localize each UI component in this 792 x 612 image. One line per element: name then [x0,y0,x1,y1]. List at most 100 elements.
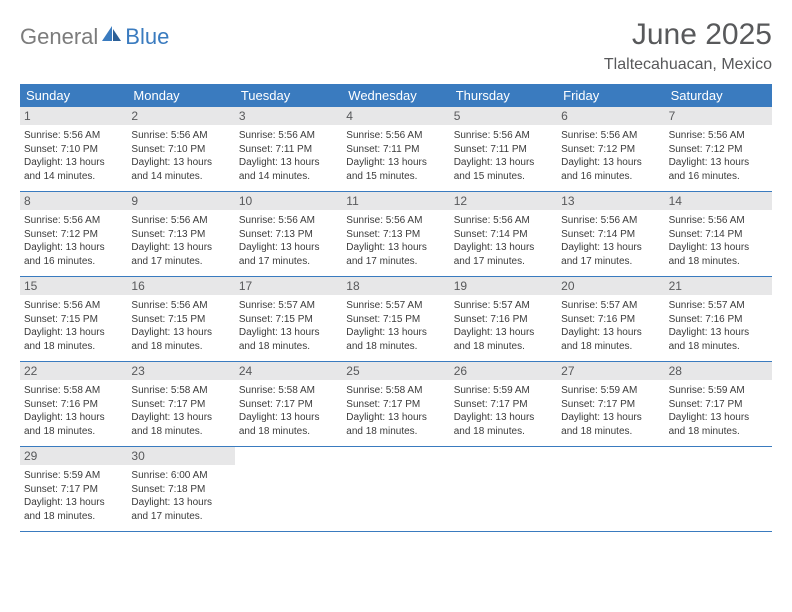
day-number: 20 [557,277,664,295]
calendar-day-cell: 1Sunrise: 5:56 AMSunset: 7:10 PMDaylight… [20,107,127,191]
day-number: 14 [665,192,772,210]
sunrise-line: Sunrise: 5:56 AM [669,129,768,143]
daylight-line: Daylight: 13 hours and 17 minutes. [131,496,230,523]
sunset-line: Sunset: 7:12 PM [561,143,660,157]
calendar-day-cell: 10Sunrise: 5:56 AMSunset: 7:13 PMDayligh… [235,192,342,276]
calendar-day-cell: 26Sunrise: 5:59 AMSunset: 7:17 PMDayligh… [450,362,557,446]
sunset-line: Sunset: 7:13 PM [346,228,445,242]
sunrise-line: Sunrise: 6:00 AM [131,469,230,483]
day-number: 1 [20,107,127,125]
daylight-line: Daylight: 13 hours and 18 minutes. [669,241,768,268]
day-number: 24 [235,362,342,380]
sunrise-line: Sunrise: 5:56 AM [239,214,338,228]
sunrise-line: Sunrise: 5:56 AM [239,129,338,143]
sunrise-line: Sunrise: 5:56 AM [454,129,553,143]
calendar-day-cell: 29Sunrise: 5:59 AMSunset: 7:17 PMDayligh… [20,447,127,531]
calendar-day-cell: 2Sunrise: 5:56 AMSunset: 7:10 PMDaylight… [127,107,234,191]
calendar-day-cell: 17Sunrise: 5:57 AMSunset: 7:15 PMDayligh… [235,277,342,361]
sunrise-line: Sunrise: 5:57 AM [454,299,553,313]
daylight-line: Daylight: 13 hours and 18 minutes. [669,411,768,438]
logo: General Blue [20,24,169,50]
daylight-line: Daylight: 13 hours and 16 minutes. [561,156,660,183]
sunset-line: Sunset: 7:11 PM [346,143,445,157]
day-number: 6 [557,107,664,125]
sunrise-line: Sunrise: 5:56 AM [346,129,445,143]
calendar-week-row: 8 Sunrise: 5:56 AM Sunset: 7:12 PM Daylight… [20,192,772,277]
daylight-line: Daylight: 13 hours and 18 minutes. [454,411,553,438]
calendar-page: General Blue June 2025 Tlaltecahuacan, M… [0,0,792,550]
sunset-line: Sunset: 7:12 PM [24,228,123,242]
sunset-line: Sunset: 7:15 PM [131,313,230,327]
day-number: 5 [450,107,557,125]
calendar-day-cell: 4Sunrise: 5:56 AMSunset: 7:11 PMDaylight… [342,107,449,191]
sunrise-line: Sunrise: 5:57 AM [561,299,660,313]
weekday-header-row: SundayMondayTuesdayWednesdayThursdayFrid… [20,84,772,107]
calendar-day-cell: 8Sunrise: 5:56 AMSunset: 7:12 PMDaylight… [20,192,127,276]
sunrise-line: Sunrise: 5:56 AM [131,214,230,228]
daylight-line: Daylight: 13 hours and 14 minutes. [131,156,230,183]
calendar-day-cell: 14Sunrise: 5:56 AMSunset: 7:14 PMDayligh… [665,192,772,276]
sunset-line: Sunset: 7:17 PM [131,398,230,412]
calendar-day-cell: 30Sunrise: 6:00 AMSunset: 7:18 PMDayligh… [127,447,234,531]
sunset-line: Sunset: 7:10 PM [24,143,123,157]
daylight-line: Daylight: 13 hours and 15 minutes. [346,156,445,183]
daylight-line: Daylight: 13 hours and 18 minutes. [346,326,445,353]
daylight-line: Daylight: 13 hours and 18 minutes. [561,411,660,438]
daylight-line: Daylight: 13 hours and 17 minutes. [239,241,338,268]
sunrise-line: Sunrise: 5:59 AM [669,384,768,398]
daylight-line: Daylight: 13 hours and 18 minutes. [239,411,338,438]
day-number: 15 [20,277,127,295]
weekday-header: Sunday [20,84,127,107]
sunset-line: Sunset: 7:17 PM [561,398,660,412]
sunrise-line: Sunrise: 5:56 AM [24,299,123,313]
daylight-line: Daylight: 13 hours and 17 minutes. [346,241,445,268]
sunset-line: Sunset: 7:17 PM [669,398,768,412]
calendar-day-cell: 27Sunrise: 5:59 AMSunset: 7:17 PMDayligh… [557,362,664,446]
sunset-line: Sunset: 7:18 PM [131,483,230,497]
sunrise-line: Sunrise: 5:57 AM [669,299,768,313]
page-title: June 2025 [604,18,772,52]
sunset-line: Sunset: 7:15 PM [239,313,338,327]
calendar-day-cell: 16Sunrise: 5:56 AMSunset: 7:15 PMDayligh… [127,277,234,361]
calendar-day-cell: 24Sunrise: 5:58 AMSunset: 7:17 PMDayligh… [235,362,342,446]
calendar-week-row: 1Sunrise: 5:56 AMSunset: 7:10 PMDaylight… [20,107,772,192]
calendar-day-cell: 12Sunrise: 5:56 AMSunset: 7:14 PMDayligh… [450,192,557,276]
daylight-line: Daylight: 13 hours and 18 minutes. [24,496,123,523]
calendar-grid: 1Sunrise: 5:56 AMSunset: 7:10 PMDaylight… [20,107,772,532]
sunset-line: Sunset: 7:16 PM [24,398,123,412]
sunrise-line: Sunrise: 5:58 AM [239,384,338,398]
daylight-line: Daylight: 13 hours and 17 minutes. [131,241,230,268]
sunset-line: Sunset: 7:13 PM [239,228,338,242]
day-number: 17 [235,277,342,295]
daylight-line: Daylight: 13 hours and 17 minutes. [454,241,553,268]
sunset-line: Sunset: 7:13 PM [131,228,230,242]
sunset-line: Sunset: 7:16 PM [454,313,553,327]
weekday-header: Friday [557,84,664,107]
sunset-line: Sunset: 7:17 PM [346,398,445,412]
calendar-day-cell: 20Sunrise: 5:57 AMSunset: 7:16 PMDayligh… [557,277,664,361]
sunset-line: Sunset: 7:16 PM [669,313,768,327]
day-number: 21 [665,277,772,295]
weekday-header: Tuesday [235,84,342,107]
daylight-line: Daylight: 13 hours and 17 minutes. [561,241,660,268]
day-number: 8 [20,192,127,210]
daylight-line: Daylight: 13 hours and 18 minutes. [346,411,445,438]
day-number: 9 [127,192,234,210]
sunset-line: Sunset: 7:10 PM [131,143,230,157]
sunrise-line: Sunrise: 5:56 AM [669,214,768,228]
calendar-empty-cell [450,447,557,531]
daylight-line: Daylight: 13 hours and 16 minutes. [669,156,768,183]
sunset-line: Sunset: 7:15 PM [346,313,445,327]
calendar-day-cell: 9 Sunrise: 5:56 AMSunset: 7:13 PMDaylight… [127,192,234,276]
sunset-line: Sunset: 7:16 PM [561,313,660,327]
weekday-header: Monday [127,84,234,107]
calendar-day-cell: 28Sunrise: 5:59 AMSunset: 7:17 PMDayligh… [665,362,772,446]
calendar-day-cell: 5Sunrise: 5:56 AMSunset: 7:11 PMDaylight… [450,107,557,191]
header: General Blue June 2025 Tlaltecahuacan, M… [20,18,772,74]
daylight-line: Daylight: 13 hours and 18 minutes. [24,411,123,438]
sunrise-line: Sunrise: 5:56 AM [561,214,660,228]
calendar-day-cell: 22Sunrise: 5:58 AMSunset: 7:16 PMDayligh… [20,362,127,446]
sunset-line: Sunset: 7:11 PM [454,143,553,157]
day-number: 19 [450,277,557,295]
weekday-header: Wednesday [342,84,449,107]
